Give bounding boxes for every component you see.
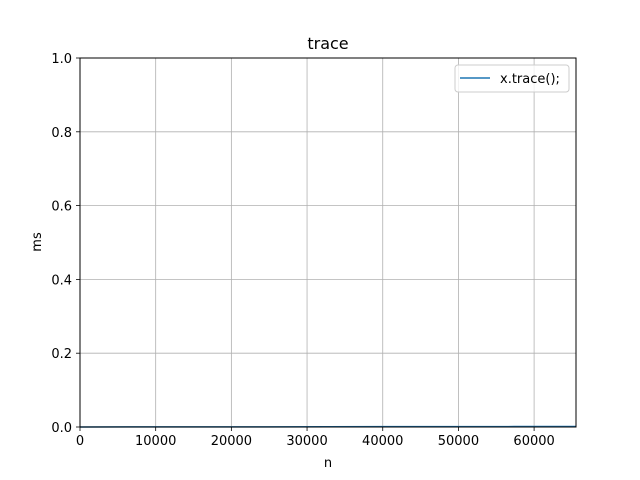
y-tick-label: 1.0 (51, 52, 72, 67)
legend-box (454, 64, 570, 93)
y-tick-label: 0.2 (51, 347, 72, 362)
x-axis-ticks: 0 10000 20000 30000 40000 50000 60000 (76, 427, 555, 449)
x-tick-label: 30000 (286, 434, 327, 449)
y-axis-label: ms (30, 232, 45, 252)
chart-title: trace (307, 34, 348, 53)
plot-area (80, 58, 576, 427)
x-tick-label: 20000 (211, 434, 252, 449)
x-tick-label: 0 (76, 434, 84, 449)
y-tick-label: 0.8 (51, 126, 72, 141)
y-tick-label: 0.6 (51, 200, 72, 215)
y-tick-label: 0.0 (51, 421, 72, 436)
x-tick-label: 60000 (513, 434, 554, 449)
y-tick-label: 0.4 (51, 273, 72, 288)
x-tick-label: 50000 (438, 434, 479, 449)
legend: x.trace(); (454, 64, 570, 93)
y-axis-ticks: 0.0 0.2 0.4 0.6 0.8 1.0 (51, 52, 80, 436)
x-axis-label: n (324, 456, 332, 471)
x-tick-label: 10000 (135, 434, 176, 449)
x-tick-label: 40000 (362, 434, 403, 449)
plot-frame (79, 57, 577, 428)
legend-label: x.trace(); (500, 72, 560, 87)
